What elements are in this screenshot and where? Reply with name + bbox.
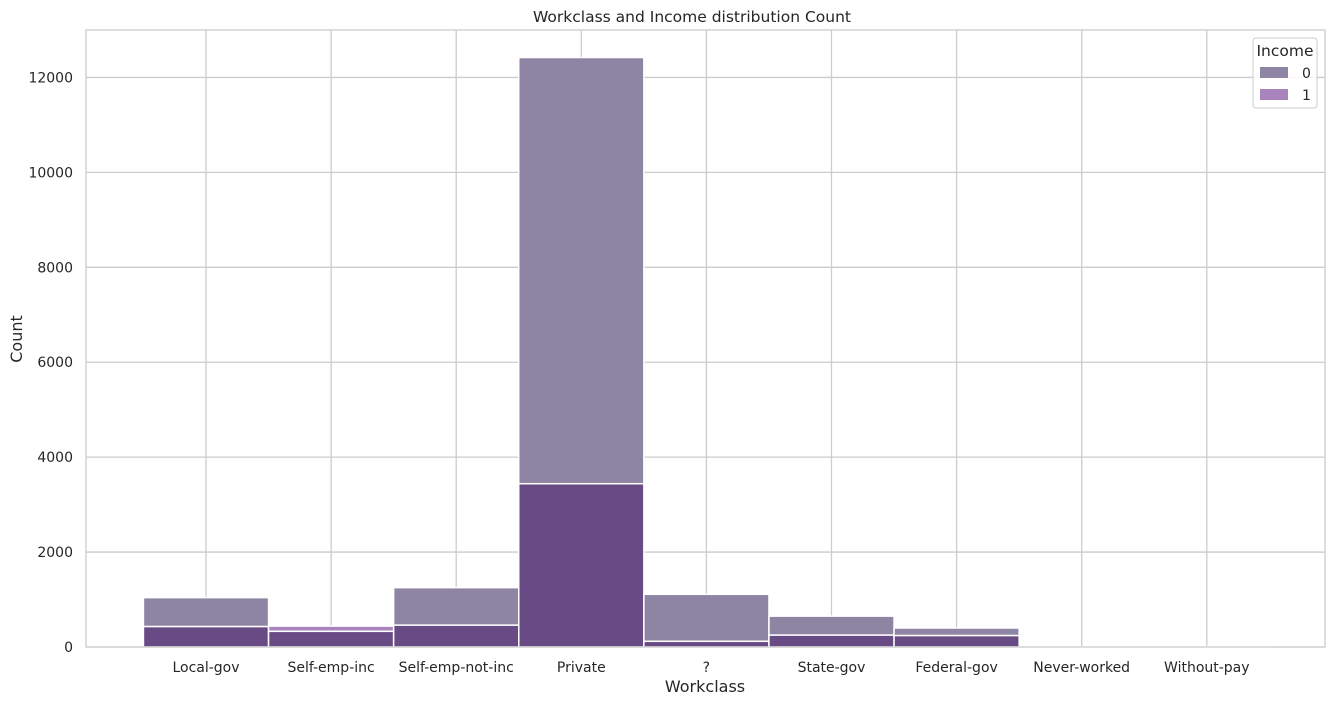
bar-income-1 (643, 640, 770, 648)
bar-income-1 (267, 625, 395, 633)
bar-income-0 (643, 593, 770, 643)
x-tick-label: Local-gov (172, 660, 239, 676)
y-tick-label: 12000 (28, 70, 73, 86)
bar-income-0 (518, 56, 645, 485)
x-tick-label: Self-emp-not-inc (399, 660, 514, 676)
y-tick-label: 8000 (37, 260, 73, 276)
plot-frame (85, 29, 1326, 648)
x-tick-label: Without-pay (1164, 660, 1250, 676)
bar-income-1 (518, 482, 645, 648)
x-tick-label: Never-worked (1033, 660, 1130, 676)
legend-label-income-0: 0 (1302, 66, 1311, 82)
y-tick-label: 4000 (37, 450, 73, 466)
bar-income-0 (768, 615, 895, 636)
bar-income-1 (893, 634, 1020, 648)
y-axis: 0 2000 4000 6000 8000 10000 12000 (28, 70, 73, 656)
legend-label-income-1: 1 (1302, 88, 1311, 104)
legend: Income 0 1 (1252, 37, 1318, 109)
legend-swatch-income-0 (1260, 67, 1288, 78)
x-tick-label: Self-emp-inc (287, 660, 374, 676)
bar-income-0 (142, 596, 270, 628)
x-tick-label: ? (703, 660, 710, 676)
bar-income-1 (768, 634, 895, 648)
x-tick-label: State-gov (798, 660, 866, 676)
bar-income-0 (893, 627, 1020, 637)
y-tick-label: 2000 (37, 545, 73, 561)
legend-swatch-income-1 (1260, 89, 1288, 100)
x-axis: Local-gov Self-emp-inc Self-emp-not-inc Pri… (172, 660, 1249, 676)
legend-title: Income (1256, 42, 1313, 60)
grid-lines (86, 30, 1325, 648)
bars (142, 56, 1271, 648)
y-axis-label: Count (7, 315, 26, 363)
bar-income-0 (392, 586, 520, 626)
y-tick-label: 0 (64, 640, 73, 656)
y-tick-label: 10000 (28, 165, 73, 181)
x-tick-label: Federal-gov (915, 660, 997, 676)
bar-income-0 (267, 630, 395, 648)
y-tick-label: 6000 (37, 355, 73, 371)
chart-title: Workclass and Income distribution Count (533, 8, 851, 26)
bar-income-1 (142, 625, 270, 648)
bar-income-1 (392, 624, 520, 648)
x-tick-label: Private (557, 660, 606, 676)
x-axis-label: Workclass (665, 677, 745, 696)
